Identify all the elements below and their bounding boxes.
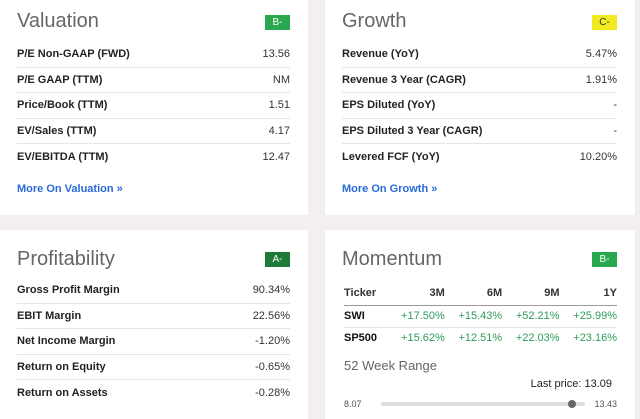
- card-title: Profitability: [17, 248, 115, 270]
- metric-row: Revenue (YoY) 5.47%: [342, 42, 617, 68]
- metric-label: EV/Sales (TTM): [17, 124, 97, 137]
- header-row: Ticker 3M 6M 9M 1Y: [344, 282, 617, 306]
- metric-label: EPS Diluted 3 Year (CAGR): [342, 124, 483, 137]
- metric-row: Gross Profit Margin 90.34%: [17, 278, 290, 304]
- metric-value: 10.20%: [579, 150, 617, 163]
- metric-row: Price/Book (TTM) 1.51: [17, 93, 290, 119]
- metric-row: Net Income Margin -1.20%: [17, 329, 290, 355]
- range-track: [381, 400, 585, 408]
- metric-row: Return on Assets -0.28%: [17, 380, 290, 406]
- table-cell: +15.43%: [444, 305, 503, 328]
- metric-row: EV/Sales (TTM) 4.17: [17, 119, 290, 144]
- metric-label: EPS Diluted (YoY): [342, 99, 436, 112]
- table-cell: SP500: [344, 332, 378, 345]
- metric-value: 13.56: [262, 48, 290, 61]
- metric-value: -: [613, 124, 617, 137]
- profitability-card: Profitability A- Gross Profit Margin 90.3…: [0, 230, 308, 419]
- metric-label: EV/EBITDA (TTM): [17, 150, 109, 163]
- metric-label: Return on Equity: [17, 360, 106, 373]
- last-price: Last price: 13.09: [530, 378, 612, 390]
- table-row: SP500 +15.62% +12.51% +22.03% +23.16%: [344, 327, 617, 349]
- metric-row: Levered FCF (YoY) 10.20%: [342, 144, 617, 170]
- metric-value: -: [613, 99, 617, 112]
- column-header: 9M: [502, 282, 560, 306]
- metrics-list: P/E Non-GAAP (FWD) 13.56 P/E GAAP (TTM) NM P…: [17, 42, 290, 170]
- table-row: SWI +17.50% +15.43% +52.21% +25.99%: [344, 305, 617, 328]
- column-header: Ticker: [344, 282, 388, 306]
- metric-value: -0.65%: [255, 360, 290, 373]
- metric-value: -1.20%: [255, 335, 290, 348]
- metrics-list: Revenue (YoY) 5.47% Revenue 3 Year (CAGR) 1…: [342, 42, 617, 170]
- table-cell: +22.03%: [515, 332, 560, 345]
- metric-row: EV/EBITDA (TTM) 12.47: [17, 144, 290, 170]
- metric-value: 1.51: [268, 99, 290, 112]
- card-title: Growth: [342, 10, 407, 32]
- momentum-table: Ticker 3M 6M 9M 1Y SWI +17.50% +15.43% +52.21% +2…: [344, 282, 617, 349]
- grade-badge: B-: [265, 15, 290, 30]
- range-low: 8.07: [344, 399, 362, 409]
- metric-label: Return on Assets: [17, 386, 108, 399]
- metric-value: 22.56%: [252, 309, 290, 322]
- card-title: Valuation: [17, 10, 99, 32]
- range-title: 52 Week Range: [344, 358, 437, 373]
- table-cell: SWI: [344, 305, 388, 328]
- metrics-list: Gross Profit Margin 90.34% EBIT Margin 22.5…: [17, 278, 290, 406]
- metric-value: 4.17: [268, 124, 290, 137]
- metric-label: P/E GAAP (TTM): [17, 73, 103, 86]
- column-header: 3M: [387, 282, 445, 306]
- metric-label: Revenue (YoY): [342, 48, 419, 61]
- metric-label: Net Income Margin: [17, 335, 116, 348]
- metric-row: P/E GAAP (TTM) NM: [17, 68, 290, 93]
- metric-row: EBIT Margin 22.56%: [17, 304, 290, 329]
- grade-badge: C-: [592, 15, 617, 30]
- metric-value: 90.34%: [252, 284, 290, 297]
- metric-value: NM: [272, 73, 290, 86]
- metric-row: Revenue 3 Year (CAGR) 1.91%: [342, 68, 617, 93]
- growth-card: Growth C- Revenue (YoY) 5.47% Revenue 3 Ye…: [325, 0, 635, 215]
- table-cell: +23.16%: [573, 332, 617, 345]
- table-cell: +52.21%: [502, 305, 560, 328]
- table-cell: +15.62%: [401, 332, 445, 345]
- metric-value: 12.47: [262, 150, 290, 163]
- metric-label: EBIT Margin: [17, 309, 82, 322]
- table-cell: +25.99%: [559, 305, 617, 328]
- metric-row: Return on Equity -0.65%: [17, 355, 290, 380]
- range-high: 13.43: [594, 399, 617, 409]
- metric-label: Price/Book (TTM): [17, 99, 108, 112]
- metric-label: P/E Non-GAAP (FWD): [17, 48, 130, 61]
- grade-badge: A-: [265, 252, 290, 267]
- table-cell: +17.50%: [387, 305, 445, 328]
- metric-row: EPS Diluted 3 Year (CAGR) -: [342, 119, 617, 144]
- more-on-valuation-link[interactable]: More On Valuation »: [17, 183, 123, 195]
- metric-label: Revenue 3 Year (CAGR): [342, 73, 466, 86]
- card-title: Momentum: [342, 248, 443, 270]
- metric-label: Gross Profit Margin: [17, 284, 120, 297]
- valuation-card: Valuation B- P/E Non-GAAP (FWD) 13.56 P/E …: [0, 0, 308, 215]
- metric-value: -0.28%: [255, 386, 290, 399]
- metric-value: 5.47%: [585, 48, 617, 61]
- metric-value: 1.91%: [585, 73, 617, 86]
- momentum-card: Momentum B- Ticker 3M 6M 9M 1Y SWI +17.50% +15.…: [325, 230, 635, 419]
- more-on-growth-link[interactable]: More On Growth »: [342, 183, 438, 195]
- range-marker: [568, 400, 577, 408]
- metric-label: Levered FCF (YoY): [342, 150, 440, 163]
- metric-row: P/E Non-GAAP (FWD) 13.56: [17, 42, 290, 68]
- column-header: 1Y: [559, 282, 617, 306]
- table-cell: +12.51%: [458, 332, 503, 345]
- metric-row: EPS Diluted (YoY) -: [342, 93, 617, 119]
- grade-badge: B-: [592, 252, 617, 267]
- column-header: 6M: [444, 282, 503, 306]
